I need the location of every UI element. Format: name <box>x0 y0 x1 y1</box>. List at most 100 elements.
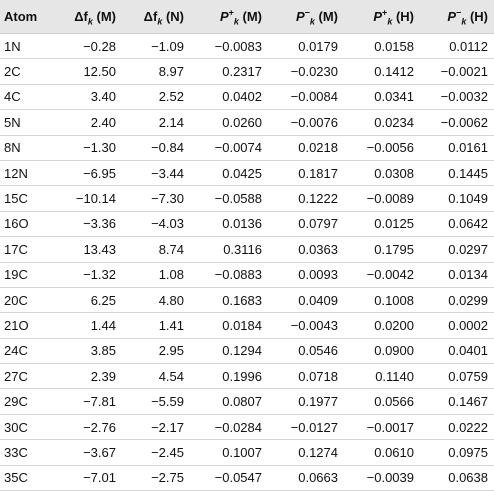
value-cell: 0.0807 <box>190 388 268 415</box>
value-cell: 1.44 <box>54 312 122 339</box>
table-row: 24C 3.85 2.95 0.1294 0.0546 0.0900 0.0401 <box>0 338 494 365</box>
table-row: 4C 3.40 2.52 0.0402 −0.0084 0.0341 −0.0032 <box>0 84 494 111</box>
value-cell: 6.25 <box>54 287 122 314</box>
value-cell: −4.03 <box>122 211 190 238</box>
value-cell: 0.0179 <box>268 33 344 60</box>
value-cell: 0.0797 <box>268 211 344 238</box>
table-row: 8N −1.30 −0.84 −0.0074 0.0218 −0.0056 0.0161 <box>0 135 494 161</box>
value-cell: 0.0234 <box>344 109 420 136</box>
value-cell: −0.0084 <box>268 84 344 111</box>
value-cell: −0.0056 <box>344 135 420 161</box>
value-cell: 0.0308 <box>344 160 420 187</box>
value-cell: 2.14 <box>122 109 190 136</box>
value-cell: −0.0042 <box>344 262 420 288</box>
value-cell: 0.0158 <box>344 33 420 60</box>
value-cell: −0.0076 <box>268 109 344 136</box>
header-unit: (H) <box>466 9 488 24</box>
atom-cell: 35C <box>0 465 54 491</box>
value-cell: −3.67 <box>54 439 122 466</box>
table-row: 19C −1.32 1.08 −0.0883 0.0093 −0.0042 0.0134 <box>0 262 494 288</box>
value-cell: 0.0184 <box>190 312 268 339</box>
value-cell: 0.2317 <box>190 58 268 85</box>
value-cell: −2.45 <box>122 439 190 466</box>
atom-cell: 17C <box>0 236 54 263</box>
atom-cell: 30C <box>0 414 54 441</box>
value-cell: 0.0260 <box>190 109 268 136</box>
value-cell: 0.0663 <box>268 465 344 491</box>
value-cell: −0.0039 <box>344 465 420 491</box>
value-cell: 0.1274 <box>268 439 344 466</box>
value-cell: 0.0759 <box>420 363 494 390</box>
value-cell: 0.0401 <box>420 338 494 365</box>
value-cell: −2.17 <box>122 414 190 441</box>
column-header-atom: Atom <box>0 0 54 34</box>
table-row: 16O −3.36 −4.03 0.0136 0.0797 0.0125 0.0642 <box>0 211 494 238</box>
value-cell: 0.0566 <box>344 388 420 415</box>
value-cell: 2.95 <box>122 338 190 365</box>
header-unit: (M) <box>314 9 339 24</box>
header-sym: P <box>373 9 383 24</box>
value-cell: 0.1007 <box>190 439 268 466</box>
value-cell: −0.0017 <box>344 414 420 441</box>
value-cell: −3.44 <box>122 160 190 187</box>
value-cell: 0.1795 <box>344 236 420 263</box>
value-cell: −7.81 <box>54 388 122 415</box>
value-cell: 0.0341 <box>344 84 420 111</box>
value-cell: 0.0218 <box>268 135 344 161</box>
value-cell: −0.0032 <box>420 84 494 111</box>
value-cell: −1.30 <box>54 135 122 161</box>
atom-cell: 2C <box>0 58 54 85</box>
value-cell: −10.14 <box>54 185 122 212</box>
value-cell: 2.40 <box>54 109 122 136</box>
value-cell: 0.0975 <box>420 439 494 466</box>
header-row: Atom Δfk (M) Δfk (N) P+k (M) P−k (M) P+k (H) P… <box>0 0 494 34</box>
value-cell: 0.0093 <box>268 262 344 288</box>
value-cell: −0.0021 <box>420 58 494 85</box>
value-cell: −3.36 <box>54 211 122 238</box>
header-sym: P <box>295 9 305 24</box>
value-cell: −0.0588 <box>190 185 268 212</box>
value-cell: −5.59 <box>122 388 190 415</box>
value-cell: 0.0222 <box>420 414 494 441</box>
value-cell: 0.0409 <box>268 287 344 314</box>
header-sub: k <box>233 16 239 27</box>
value-cell: 1.41 <box>122 312 190 339</box>
value-cell: 3.85 <box>54 338 122 365</box>
header-main: Atom <box>4 9 38 24</box>
value-cell: −0.0547 <box>190 465 268 491</box>
value-cell: −2.76 <box>54 414 122 441</box>
value-cell: −0.0062 <box>420 109 494 136</box>
value-cell: −0.84 <box>122 135 190 161</box>
value-cell: 2.52 <box>122 84 190 111</box>
value-cell: −0.0284 <box>190 414 268 441</box>
value-cell: 0.0002 <box>420 312 494 339</box>
value-cell: 0.1049 <box>420 185 494 212</box>
header-main: Δf <box>143 9 158 24</box>
value-cell: −0.0043 <box>268 312 344 339</box>
value-cell: 0.1008 <box>344 287 420 314</box>
value-cell: −0.0230 <box>268 58 344 85</box>
value-cell: −2.75 <box>122 465 190 491</box>
column-header-PmM: P−k (M) <box>268 0 344 34</box>
atom-cell: 20C <box>0 287 54 314</box>
header-sub: k <box>387 16 393 27</box>
atom-cell: 24C <box>0 338 54 365</box>
value-cell: 0.1222 <box>268 185 344 212</box>
column-header-PpM: P+k (M) <box>190 0 268 34</box>
atom-cell: 1N <box>0 33 54 60</box>
value-cell: −7.30 <box>122 185 190 212</box>
value-cell: −1.09 <box>122 33 190 60</box>
value-cell: −1.32 <box>54 262 122 288</box>
value-cell: 0.1412 <box>344 58 420 85</box>
value-cell: 0.0718 <box>268 363 344 390</box>
atom-cell: 16O <box>0 211 54 238</box>
value-cell: 0.1996 <box>190 363 268 390</box>
table-row: 5N 2.40 2.14 0.0260 −0.0076 0.0234 −0.0062 <box>0 109 494 136</box>
column-header-dfN: Δfk (N) <box>122 0 190 34</box>
header-sub: k <box>87 16 93 27</box>
header-unit: (M) <box>238 9 263 24</box>
value-cell: 0.0638 <box>420 465 494 491</box>
table-row: 30C −2.76 −2.17 −0.0284 −0.0127 −0.0017 0.0222 <box>0 414 494 441</box>
